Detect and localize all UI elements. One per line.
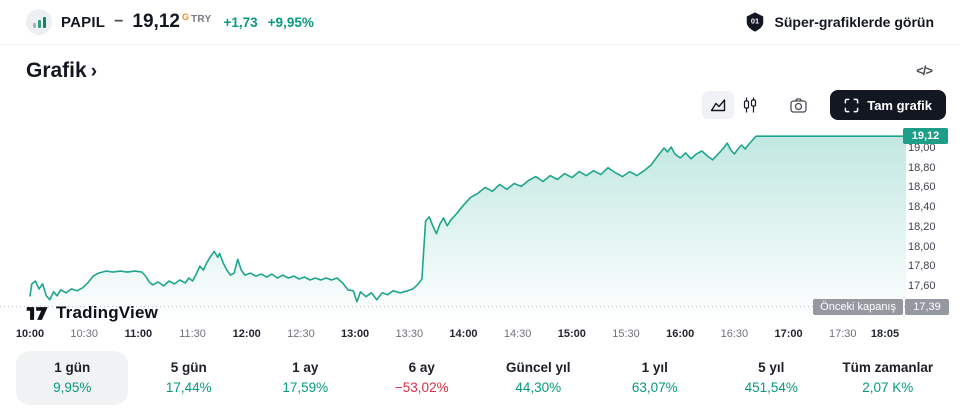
tradingview-shield-icon: 01 (746, 12, 763, 32)
range-tab-5-yıl[interactable]: 5 yıl 451,54% (715, 351, 827, 405)
symbol-name: PAPIL (61, 13, 106, 31)
price-axis-label: 18,60 (908, 181, 936, 194)
range-tab-change: 2,07 K% (862, 380, 914, 395)
range-tab-1-ay[interactable]: 1 ay 17,59% (249, 351, 361, 405)
range-tab-5-gün[interactable]: 5 gün 17,44% (133, 351, 245, 405)
change-percent: +9,95% (267, 14, 314, 30)
time-axis-label: 15:00 (557, 328, 586, 340)
time-axis-label: 17:00 (774, 328, 803, 340)
price-chart[interactable]: 19,00 18,80 18,60 18,40 18,20 18,00 17,80 17,60… (0, 123, 960, 323)
price-axis-label: 18,20 (908, 220, 936, 233)
price-axis-label: 19,00 (908, 142, 936, 154)
range-tab-label: 6 ay (408, 360, 435, 375)
price-axis-label: 18,80 (908, 161, 936, 174)
price-axis-label: 17,60 (908, 279, 936, 292)
camera-icon (790, 97, 807, 113)
tradingview-logo-icon (26, 306, 48, 320)
range-tab-cell: 5 gün 17,44% (131, 351, 248, 405)
time-axis-label: 13:00 (341, 328, 370, 340)
time-axis-label: 17:30 (829, 328, 857, 340)
chart-toolbar: Tam grafik (0, 85, 960, 123)
range-tab-6-ay[interactable]: 6 ay −53,02% (366, 351, 478, 405)
range-tab-change: 63,07% (631, 380, 678, 395)
range-tab-change: 17,44% (165, 380, 212, 395)
range-tab-cell: 1 gün 9,95% (14, 351, 131, 405)
change-absolute: +1,73 (223, 14, 258, 30)
supercharts-label: Süper-grafiklerde görün (774, 14, 934, 30)
time-axis-label: 15:30 (612, 328, 640, 340)
area-chart-button[interactable] (702, 91, 735, 119)
range-tab-change: 9,95% (53, 380, 92, 395)
price-axis-label: 17,80 (908, 260, 936, 273)
chevron-right-icon: › (90, 60, 98, 82)
time-axis-label: 16:00 (666, 328, 695, 340)
time-axis-label: 10:00 (15, 328, 45, 340)
fullscreen-icon (844, 98, 859, 112)
range-tab-change: −53,02% (394, 380, 449, 395)
area-fill (30, 136, 906, 323)
time-axis-label: 13:30 (395, 328, 424, 340)
price-line (29, 135, 907, 303)
range-tab-cell: 5 yıl 451,54% (713, 351, 830, 405)
range-tab-1-gün[interactable]: 1 gün 9,95% (16, 351, 129, 405)
range-tab-tüm-zamanlar[interactable]: Tüm zamanlar 2,07 K% (832, 351, 944, 405)
tradingview-attribution[interactable]: TradingView (26, 303, 158, 323)
stock-logo-icon (26, 9, 52, 35)
time-axis-label: 16:30 (720, 328, 749, 340)
symbol-dash: − (114, 13, 124, 30)
page-title: Grafik (26, 58, 87, 82)
section-title-link[interactable]: Grafik › (26, 59, 97, 83)
time-axis-label: 11:30 (179, 328, 206, 340)
range-tab-1-yıl[interactable]: 1 yıl 63,07% (599, 351, 711, 405)
range-tab-label: Tüm zamanlar (842, 360, 934, 375)
range-tab-label: 1 ay (292, 360, 319, 375)
candlestick-chart-button[interactable] (734, 91, 766, 119)
area-chart-plot (0, 135, 907, 323)
time-axis: 10:00 10:30 11:00 11:30 12:00 12:30 13:00 13:30… (0, 323, 960, 345)
candlestick-icon (744, 97, 757, 113)
time-axis-label: 10:30 (70, 328, 98, 340)
range-tab-label: 5 yıl (758, 360, 785, 375)
tradingview-wordmark: TradingView (56, 303, 159, 322)
symbol-header: PAPIL − 19,12 G TRY +1,73 +9,95% 01 Süpe… (0, 0, 960, 45)
range-tab-change: 44,30% (515, 380, 562, 395)
range-tab-cell: Güncel yıl 44,30% (480, 351, 597, 405)
snapshot-button[interactable] (782, 91, 814, 119)
range-tab-change: 17,59% (282, 380, 329, 395)
previous-close-label: Önceki kapanış (813, 298, 903, 315)
range-tab-label: 1 gün (54, 360, 91, 375)
price-axis-label: 18,40 (908, 201, 936, 214)
range-tab-change: 451,54% (744, 380, 798, 395)
range-tab-label: 5 gün (170, 360, 207, 375)
range-tab-cell: Tüm zamanlar 2,07 K% (830, 351, 947, 405)
range-tab-güncel-yıl[interactable]: Güncel yıl 44,30% (482, 351, 594, 405)
time-axis-label: 12:00 (232, 328, 261, 340)
time-axis-label: 14:00 (449, 328, 478, 340)
price-axis-label: 18,00 (908, 240, 936, 253)
range-tab-label: 1 yıl (641, 360, 668, 375)
embed-code-icon[interactable]: </> (916, 63, 933, 78)
range-tab-cell: 1 yıl 63,07% (597, 351, 714, 405)
supercharts-link[interactable]: 01 Süper-grafiklerde görün (744, 11, 934, 33)
time-axis-label: 14:30 (503, 328, 532, 340)
range-tab-cell: 1 ay 17,59% (247, 351, 364, 405)
last-price: 19,12 (132, 11, 180, 32)
full-chart-button[interactable]: Tam grafik (830, 90, 946, 120)
time-axis-label: 18:05 (870, 328, 900, 340)
time-axis-label: 12:30 (287, 328, 315, 340)
currency-label: TRY (190, 13, 212, 25)
svg-text:01: 01 (750, 16, 758, 25)
current-price-badge: 19,12 (903, 128, 948, 145)
range-tabs: 1 gün 9,95% 5 gün 17,44% 1 ay 17,59% 6 ay −53,0… (0, 345, 960, 405)
previous-close-value: 17,39 (905, 298, 949, 315)
range-tab-label: Güncel yıl (505, 360, 571, 375)
area-chart-icon (711, 99, 726, 112)
full-chart-label: Tam grafik (867, 97, 932, 113)
market-flag: G (181, 11, 189, 22)
time-axis-label: 11:00 (124, 328, 153, 340)
range-tab-cell: 6 ay −53,02% (364, 351, 481, 405)
